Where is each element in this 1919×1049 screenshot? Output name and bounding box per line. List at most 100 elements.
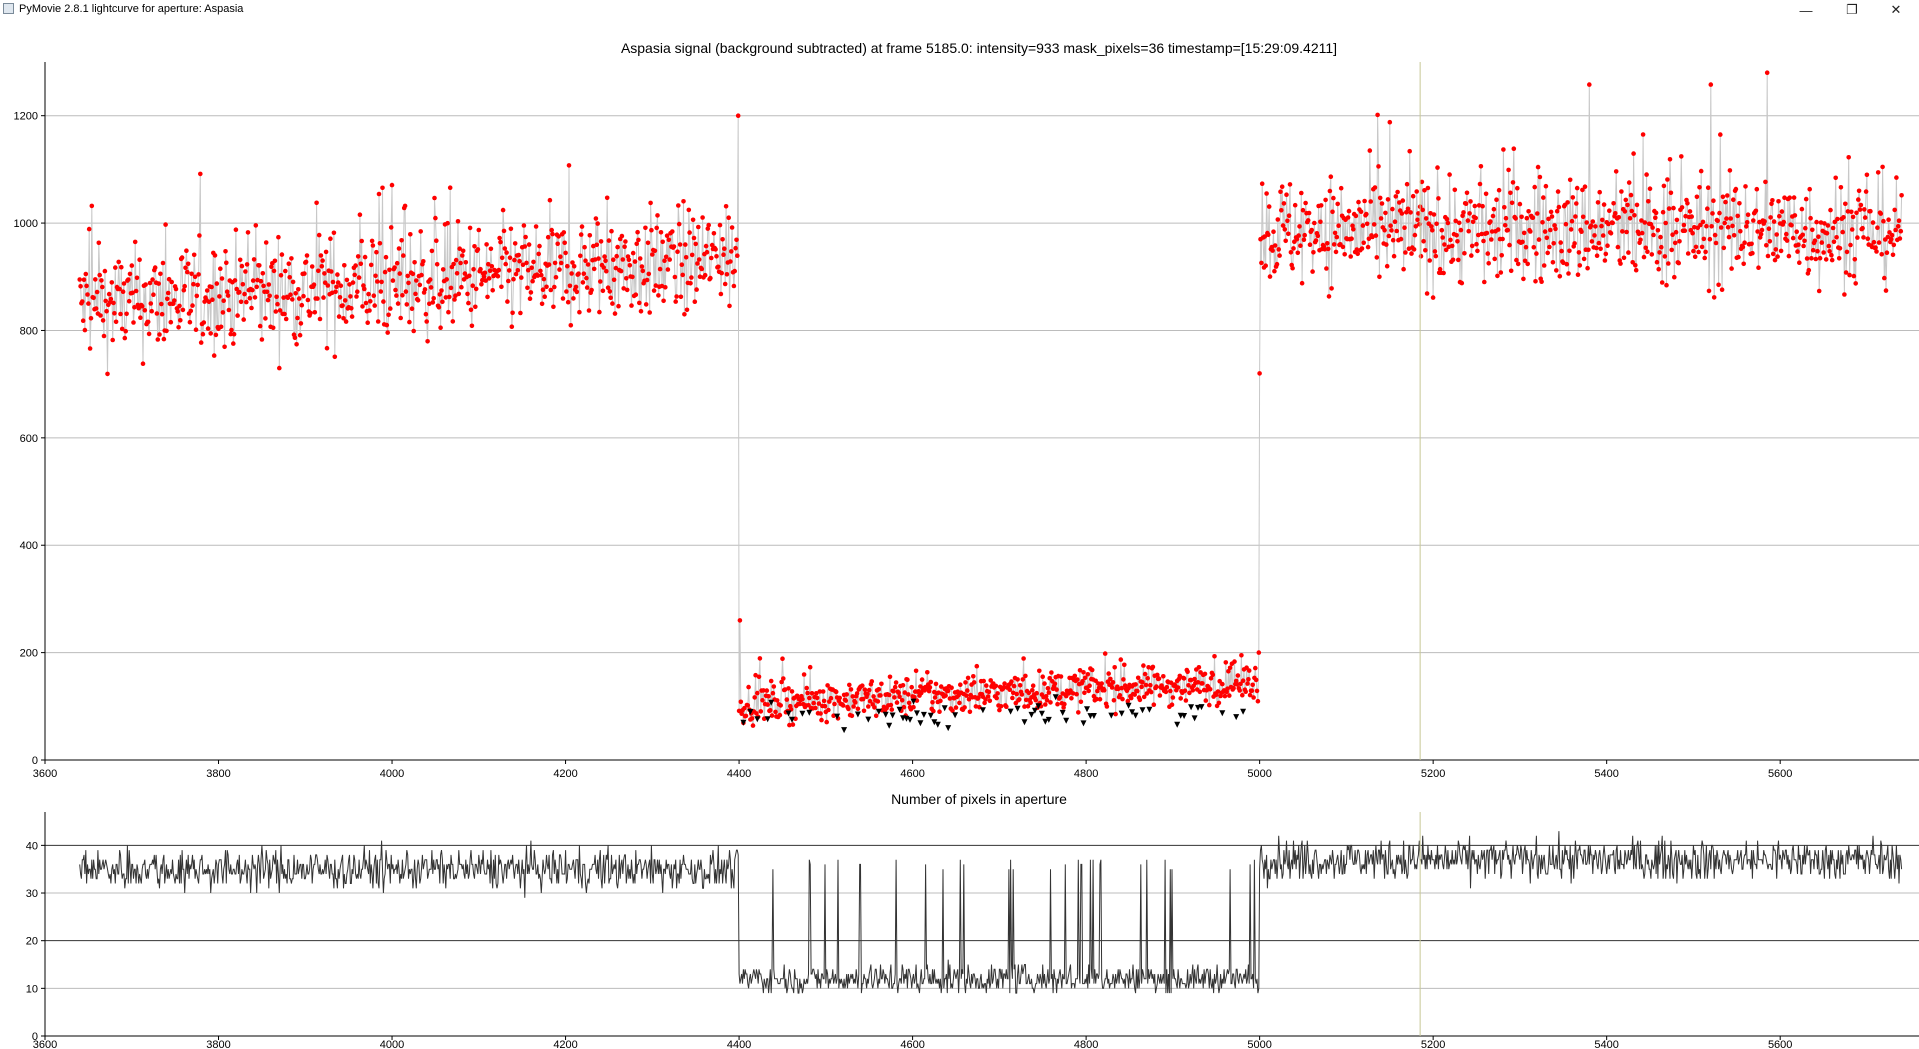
signal-point (602, 254, 607, 259)
signal-point (623, 239, 628, 244)
signal-point (1825, 223, 1831, 228)
signal-point (372, 303, 378, 308)
dropout-marker (913, 710, 920, 717)
signal-point (1716, 282, 1721, 288)
signal-point (738, 699, 744, 705)
signal-point (303, 259, 309, 265)
signal-point (1806, 267, 1812, 273)
signal-point (1510, 180, 1516, 185)
signal-point (1693, 244, 1699, 250)
signal-point (1257, 371, 1262, 376)
signal-point (789, 689, 795, 694)
signal-point (1336, 223, 1341, 228)
signal-point (388, 225, 394, 230)
signal-point (299, 302, 305, 308)
signal-point (297, 332, 303, 338)
signal-point (264, 289, 270, 295)
signal-point (606, 238, 612, 243)
signal-point (849, 713, 855, 719)
signal-point (655, 213, 660, 218)
signal-point (1436, 196, 1441, 201)
signal-point (100, 318, 106, 323)
signal-point (250, 278, 256, 283)
signal-point (1772, 257, 1778, 263)
signal-point (1750, 250, 1755, 256)
dropout-marker (1191, 715, 1198, 722)
signal-point (609, 228, 614, 234)
signal-point (1080, 678, 1085, 684)
signal-point (1151, 702, 1157, 707)
signal-point (529, 265, 534, 270)
dropout-marker (1090, 713, 1097, 719)
signal-point (476, 227, 482, 233)
signal-point (936, 690, 941, 695)
signal-point (1616, 215, 1622, 220)
signal-point (176, 325, 181, 330)
signal-dropout-markers (740, 694, 1247, 734)
signal-point (1831, 239, 1837, 245)
signal-point (103, 298, 108, 304)
signal-point (604, 195, 610, 201)
signal-point (399, 238, 404, 243)
signal-point (1425, 185, 1431, 191)
maximize-button[interactable]: ❐ (1846, 2, 1858, 17)
signal-point (1843, 270, 1849, 275)
signal-point (756, 674, 762, 680)
signal-point (552, 284, 557, 290)
signal-point (1653, 210, 1659, 216)
signal-point (1271, 229, 1276, 234)
signal-point (117, 286, 122, 292)
signal-point (1111, 698, 1117, 703)
signal-point (1810, 247, 1816, 253)
signal-connector-lines (79, 72, 1903, 726)
signal-point (140, 361, 146, 367)
signal-point (611, 257, 616, 262)
signal-point (1552, 223, 1557, 228)
signal-point (138, 315, 143, 321)
signal-point (1522, 258, 1528, 264)
signal-point (1667, 157, 1673, 162)
signal-point (286, 261, 292, 266)
signal-point (1691, 248, 1696, 254)
signal-point (577, 309, 582, 315)
signal-point (552, 260, 558, 266)
signal-point (1356, 199, 1361, 205)
close-button[interactable]: ✕ (1890, 2, 1902, 17)
lightcurve-plots[interactable]: Aspasia signal (background subtracted) a… (0, 20, 1919, 1049)
signal-point (1626, 180, 1632, 185)
signal-point (218, 324, 224, 330)
signal-point (1586, 247, 1591, 253)
signal-point (145, 319, 151, 325)
signal-point (1069, 696, 1074, 701)
signal-point (1397, 200, 1402, 205)
signal-point (1874, 249, 1879, 254)
signal-point (446, 309, 451, 315)
signal-point (809, 691, 815, 696)
pixel-count-plot[interactable]: Number of pixels in aperture 01020304036… (26, 791, 1919, 1049)
signal-point (846, 706, 851, 712)
signal-point (1581, 256, 1587, 262)
signal-point (242, 291, 247, 297)
signal-point (1898, 228, 1904, 234)
signal-point (1263, 263, 1268, 268)
signal-point (1440, 235, 1445, 240)
signal-plot[interactable]: Aspasia signal (background subtracted) a… (14, 40, 1919, 780)
signal-point (1119, 685, 1124, 691)
minimize-button[interactable]: — (1799, 2, 1813, 18)
app-icon (3, 3, 14, 14)
signal-point (1619, 189, 1624, 194)
signal-point (1432, 249, 1438, 254)
signal-point (1659, 244, 1664, 250)
signal-point (1551, 241, 1556, 246)
x-tick-label: 3600 (33, 1039, 57, 1049)
signal-point (317, 316, 323, 322)
signal-point (383, 254, 389, 260)
signal-point (595, 221, 600, 226)
signal-point (1398, 236, 1404, 242)
signal-point (209, 284, 214, 290)
signal-point (252, 295, 258, 300)
dropout-marker (1021, 719, 1028, 726)
signal-point (519, 275, 524, 280)
signal-point (1735, 213, 1740, 219)
signal-point (451, 261, 456, 267)
